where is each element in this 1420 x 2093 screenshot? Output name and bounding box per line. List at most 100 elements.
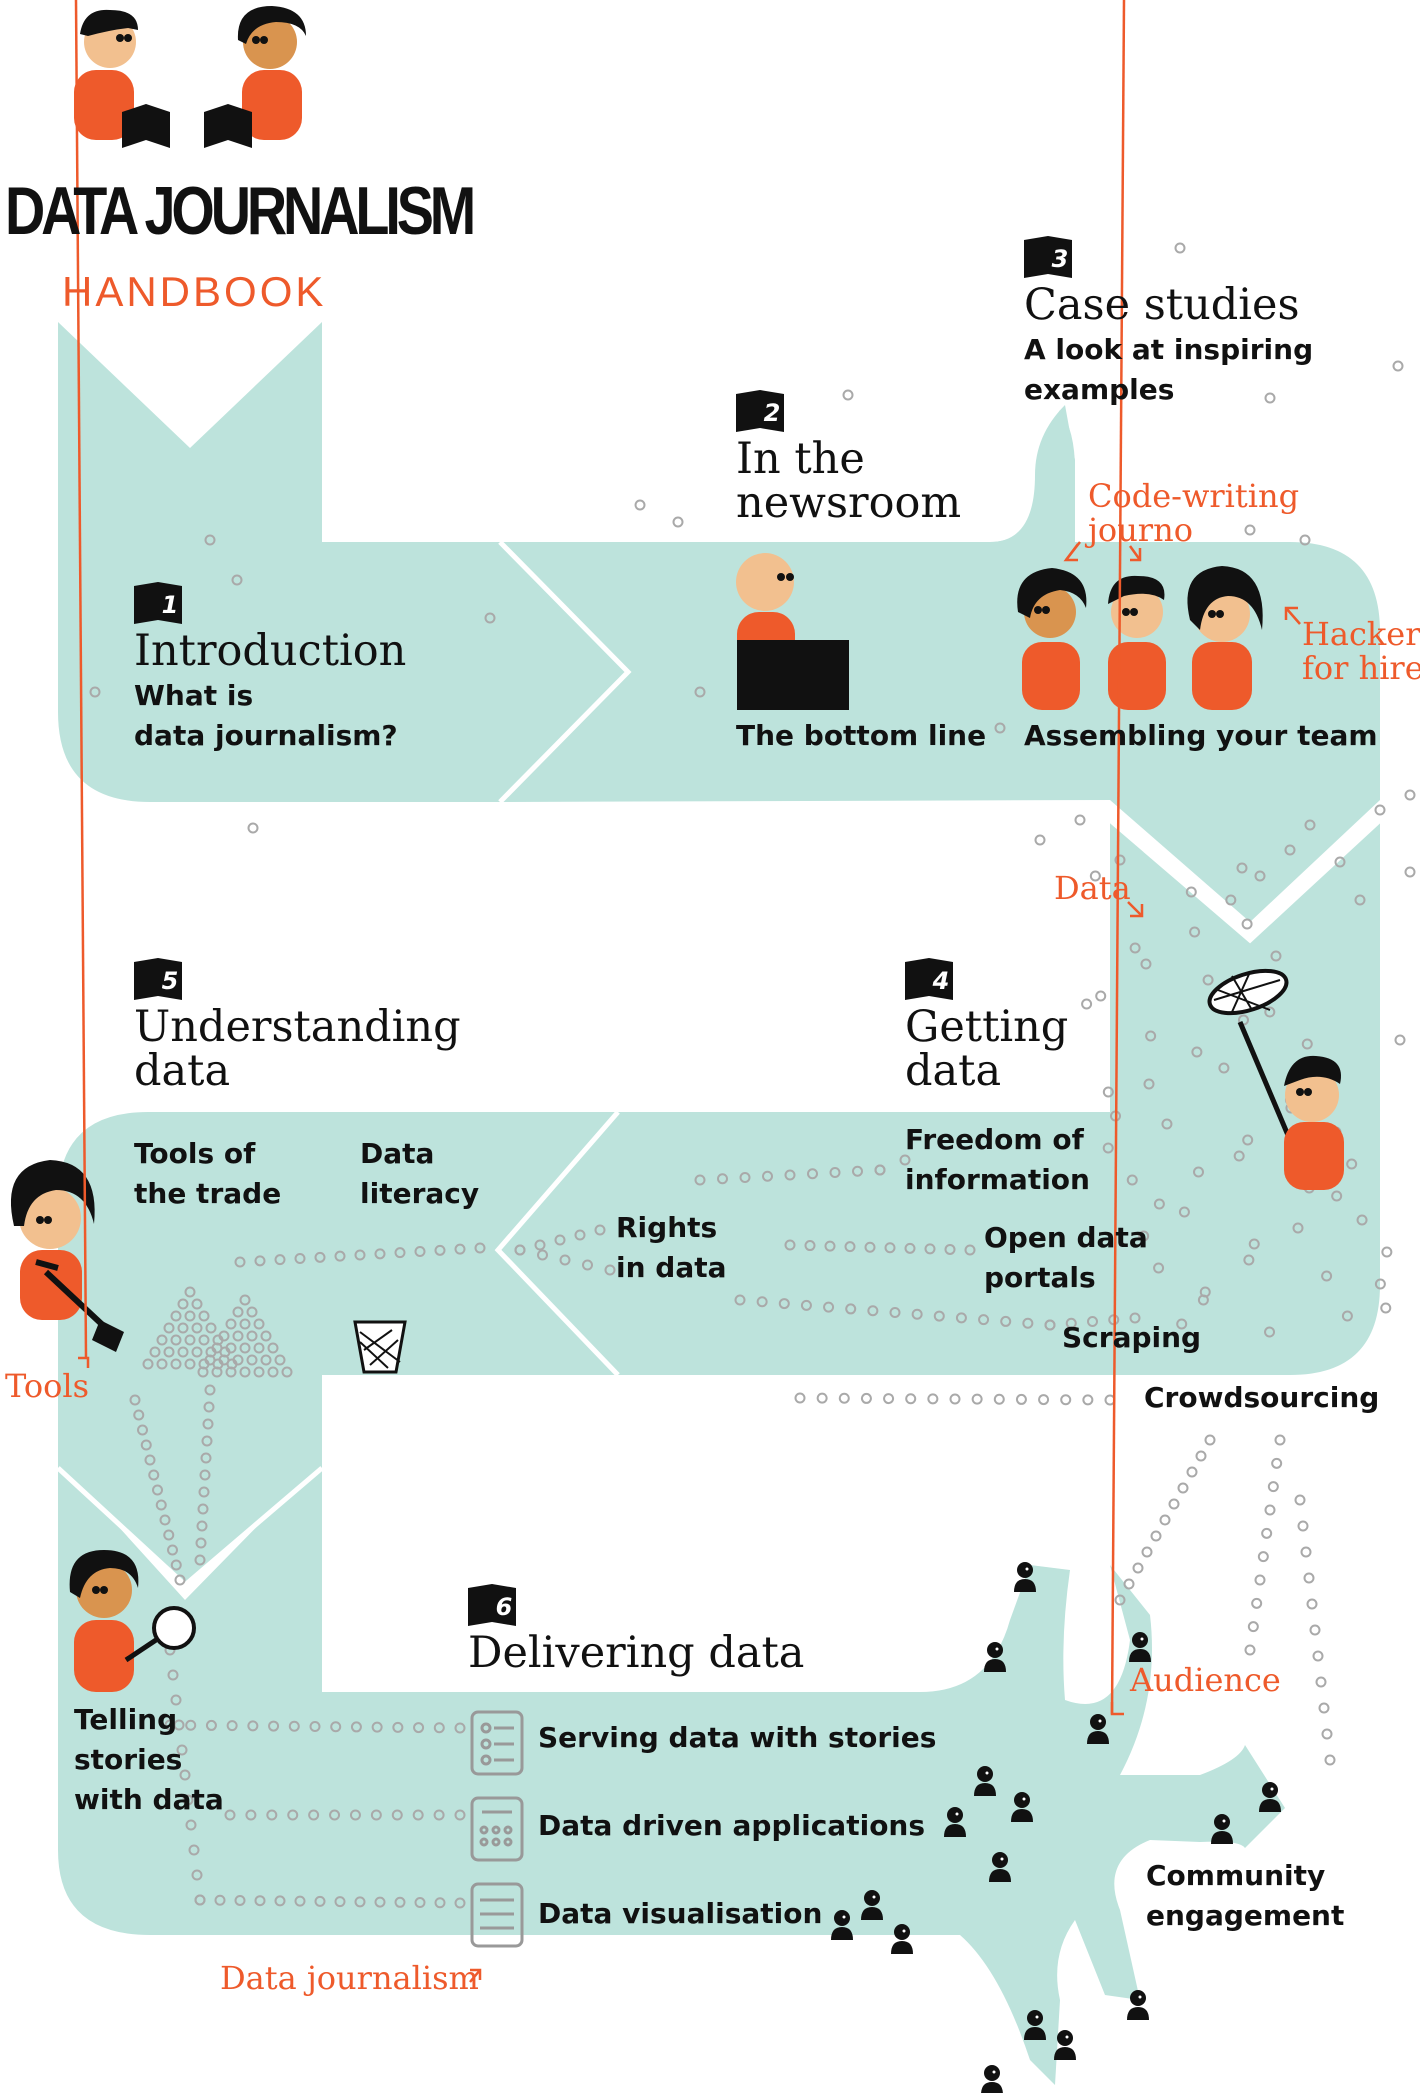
trail-dot bbox=[1264, 392, 1276, 404]
trail-dot bbox=[1243, 1254, 1255, 1266]
trail-dot bbox=[167, 1544, 178, 1556]
trash-basket-icon bbox=[353, 1320, 407, 1374]
audience-member-icon bbox=[981, 2065, 1003, 2093]
trail-dot bbox=[807, 1168, 818, 1180]
trail-dot bbox=[824, 1240, 836, 1252]
trail-dot bbox=[1267, 1481, 1279, 1493]
trail-dot bbox=[266, 1809, 278, 1821]
section-open-data-line1[interactable]: Open data bbox=[984, 1221, 1148, 1254]
trail-dot bbox=[354, 1896, 366, 1908]
section-applications[interactable]: Data driven applications bbox=[538, 1809, 926, 1842]
trail-dot bbox=[234, 1256, 246, 1268]
trail-dot bbox=[185, 1719, 197, 1731]
trail-dot bbox=[1244, 1644, 1256, 1656]
trail-dot bbox=[219, 1346, 231, 1358]
section-open-data-line2[interactable]: portals bbox=[984, 1261, 1096, 1294]
trail-dot bbox=[170, 1334, 182, 1346]
trail-dot bbox=[198, 1334, 210, 1346]
section-telling-line3[interactable]: with data bbox=[74, 1783, 224, 1816]
chapter-2-title-line2[interactable]: newsroom bbox=[736, 478, 962, 528]
section-visualisation[interactable]: Data visualisation bbox=[538, 1897, 823, 1930]
trail-dot bbox=[1380, 1302, 1392, 1314]
trail-dot bbox=[224, 1809, 236, 1821]
section-literacy-line2[interactable]: literacy bbox=[360, 1177, 480, 1210]
section-telling-line1[interactable]: Telling bbox=[74, 1703, 178, 1736]
trail-dot bbox=[198, 1310, 210, 1322]
chapter-5-title-line1[interactable]: Understanding bbox=[134, 1002, 461, 1052]
trail-dot bbox=[391, 1809, 403, 1821]
trail-dot bbox=[1038, 1394, 1050, 1406]
trail-dot bbox=[434, 1244, 446, 1256]
trail-dot bbox=[474, 1242, 486, 1254]
trail-dot bbox=[287, 1809, 299, 1821]
section-rights-line2[interactable]: in data bbox=[616, 1251, 727, 1284]
trail-dot bbox=[260, 1330, 272, 1342]
trail-dot bbox=[129, 1394, 141, 1406]
trail-dot bbox=[234, 1894, 246, 1906]
section-serving[interactable]: Serving data with stories bbox=[538, 1721, 937, 1754]
trail-dot bbox=[288, 1720, 300, 1732]
header-reader-left bbox=[74, 9, 170, 148]
trail-dot bbox=[924, 1243, 936, 1255]
trail-dot bbox=[1204, 1434, 1216, 1446]
trail-dot bbox=[194, 1894, 206, 1906]
trail-dot bbox=[1225, 894, 1237, 906]
trail-dot bbox=[823, 1301, 835, 1313]
chapter-3-subtitle-line2: examples bbox=[1024, 373, 1175, 406]
chapter-6-title[interactable]: Delivering data bbox=[468, 1628, 805, 1678]
trail-dot bbox=[1126, 1174, 1138, 1186]
trail-dot bbox=[1244, 524, 1256, 536]
trail-dot bbox=[1346, 1158, 1358, 1170]
section-community-line1[interactable]: Community bbox=[1146, 1859, 1326, 1892]
trail-dot bbox=[163, 1529, 175, 1541]
section-literacy-line1[interactable]: Data bbox=[360, 1137, 435, 1170]
trail-dot bbox=[1301, 1038, 1313, 1050]
path-understanding-data bbox=[58, 1112, 618, 1585]
trail-dot bbox=[1044, 1319, 1056, 1331]
chapter-4-title-line2[interactable]: data bbox=[905, 1046, 1002, 1096]
section-rights-line1[interactable]: Rights bbox=[616, 1211, 718, 1244]
trail-dot bbox=[274, 1254, 286, 1266]
section-crowdsourcing[interactable]: Crowdsourcing bbox=[1144, 1381, 1380, 1414]
trail-dot bbox=[1089, 870, 1101, 882]
trail-dot bbox=[1143, 1078, 1155, 1090]
trail-dot bbox=[205, 1719, 217, 1731]
trail-dot bbox=[245, 1809, 257, 1821]
trail-dot bbox=[246, 1354, 258, 1366]
trail-dot bbox=[177, 1322, 189, 1334]
chapter-4-title-line1[interactable]: Getting bbox=[905, 1002, 1069, 1052]
trail-dot bbox=[374, 1896, 386, 1908]
chapter-1-title[interactable]: Introduction bbox=[134, 626, 407, 676]
trail-dot bbox=[204, 1384, 216, 1396]
chapter-3-title[interactable]: Case studies bbox=[1024, 280, 1300, 330]
trail-dot bbox=[1082, 1394, 1094, 1406]
trail-dot bbox=[246, 1330, 258, 1342]
trail-dot bbox=[756, 1296, 768, 1308]
trail-dot bbox=[156, 1334, 168, 1346]
trail-dot bbox=[196, 1520, 208, 1532]
trail-dot bbox=[1015, 1393, 1027, 1405]
section-community-line2[interactable]: engagement bbox=[1146, 1899, 1345, 1932]
trail-dot bbox=[1251, 1597, 1263, 1609]
trail-dot bbox=[1264, 1326, 1276, 1338]
section-tools-line2[interactable]: the trade bbox=[134, 1177, 282, 1210]
section-assembling-team[interactable]: Assembling your team bbox=[1024, 719, 1378, 752]
trail-dot bbox=[1300, 1546, 1312, 1558]
trail-dot bbox=[905, 1393, 917, 1405]
section-foi-line1[interactable]: Freedom of bbox=[905, 1123, 1084, 1156]
section-telling-line2[interactable]: stories bbox=[74, 1743, 183, 1776]
chapter-5-title-line2[interactable]: data bbox=[134, 1046, 231, 1096]
chapter-2-title-line1[interactable]: In the bbox=[736, 434, 865, 484]
trail-dot bbox=[1150, 1530, 1162, 1542]
trail-dot bbox=[170, 1358, 182, 1370]
trail-dot bbox=[944, 1243, 956, 1255]
section-bottom-line[interactable]: The bottom line bbox=[736, 719, 987, 752]
trail-dot bbox=[1177, 1482, 1189, 1494]
chapter-2-book-icon: 2 bbox=[736, 390, 784, 432]
trail-dot bbox=[574, 1229, 586, 1241]
note-audience: Audience bbox=[1130, 1661, 1281, 1699]
trail-dot bbox=[844, 1241, 856, 1253]
section-foi-line2[interactable]: information bbox=[905, 1163, 1090, 1196]
section-scraping[interactable]: Scraping bbox=[1062, 1321, 1202, 1354]
section-tools-line1[interactable]: Tools of bbox=[134, 1137, 256, 1170]
